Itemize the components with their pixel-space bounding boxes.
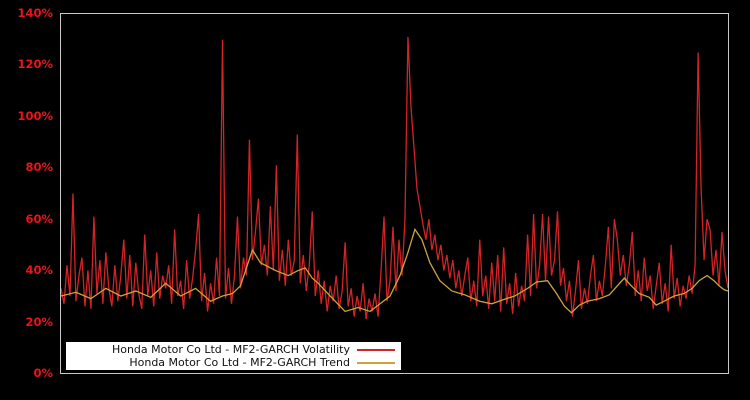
legend-line-trend-icon xyxy=(357,361,395,364)
y-tick-label: 140% xyxy=(17,6,53,20)
legend-item-trend: Honda Motor Co Ltd - MF2-GARCH Trend xyxy=(66,356,401,369)
y-tick-label: 40% xyxy=(25,263,53,278)
y-tick-label: 100% xyxy=(17,108,53,123)
series-plot xyxy=(61,37,728,320)
legend-label-volatility: Honda Motor Co Ltd - MF2-GARCH Volatilit… xyxy=(111,343,350,356)
legend-line-volatility-icon xyxy=(357,348,395,351)
plot-area: Honda Motor Co Ltd - MF2-GARCH Volatilit… xyxy=(60,13,729,374)
legend-label-trend: Honda Motor Co Ltd - MF2-GARCH Trend xyxy=(129,356,350,369)
y-tick-label: 80% xyxy=(25,160,53,175)
y-tick-label: 20% xyxy=(25,314,53,329)
legend: Honda Motor Co Ltd - MF2-GARCH Volatilit… xyxy=(66,342,401,370)
y-tick-label: 120% xyxy=(17,57,53,72)
volatility-line xyxy=(61,37,728,320)
trend-line xyxy=(61,227,728,314)
y-tick-label: 60% xyxy=(25,211,53,226)
y-tick-label: 0% xyxy=(33,366,53,380)
legend-item-volatility: Honda Motor Co Ltd - MF2-GARCH Volatilit… xyxy=(66,343,401,356)
